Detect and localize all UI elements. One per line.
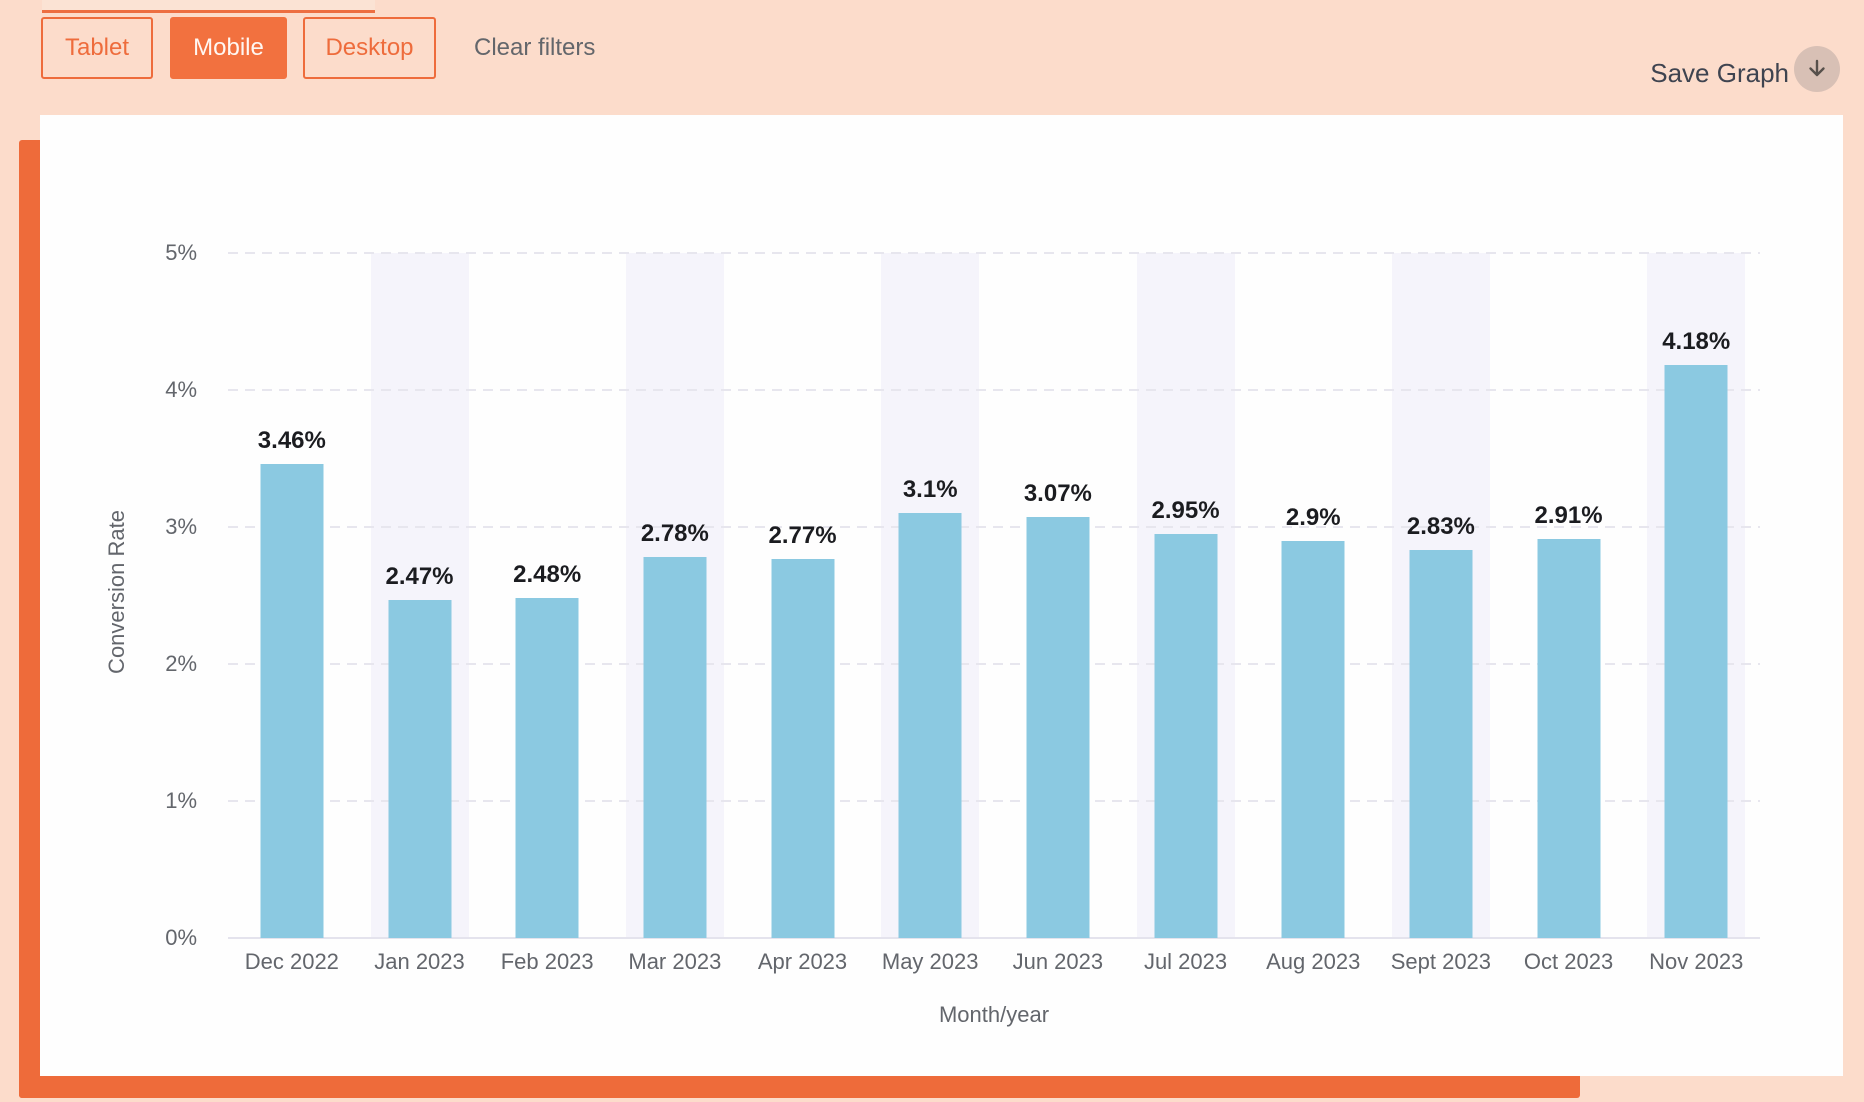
y-axis-tick-label: 0% — [165, 925, 197, 950]
x-tick-label: Aug 2023 — [1266, 949, 1361, 974]
x-tick-label: Feb 2023 — [500, 949, 594, 974]
bar-column: 2.95% Jul 2023 — [1122, 253, 1250, 973]
bar-value-label: 3.07% — [1023, 480, 1092, 508]
bar-columns: 3.46% Dec 2022 2.47% Jan 2023 2.48% Feb 2023 2… — [228, 253, 1760, 973]
gridline — [228, 252, 1760, 254]
x-tick-label: Sept 2023 — [1390, 949, 1492, 974]
bar[interactable] — [1281, 540, 1345, 938]
bar-value-label: 4.18% — [1662, 328, 1731, 356]
bar-value-label: 2.47% — [385, 562, 454, 590]
decorative-frame-bottom — [19, 1076, 1580, 1098]
bar-value-label: 2.78% — [640, 520, 709, 548]
x-tick-label: Mar 2023 — [628, 949, 722, 974]
bar[interactable] — [1664, 365, 1728, 938]
bar-column: 2.9% Aug 2023 — [1249, 253, 1377, 973]
chart-card: 5% 4% 3% 2% 1% 0% Conversion Rate 3.46% D… — [40, 115, 1843, 1076]
gridline — [228, 663, 1760, 665]
bar-column: 3.46% Dec 2022 — [228, 253, 356, 973]
x-tick-label: May 2023 — [881, 949, 979, 974]
bar-column: 3.1% May 2023 — [866, 253, 994, 973]
x-tick-label: Nov 2023 — [1649, 949, 1744, 974]
bar-column: 2.91% Oct 2023 — [1505, 253, 1633, 972]
bar[interactable] — [643, 557, 707, 938]
bar-column: 2.78% Mar 2023 — [611, 253, 739, 973]
bar-value-label: 3.46% — [257, 426, 326, 454]
decorative-frame-left — [19, 140, 41, 1098]
x-axis-line — [228, 937, 1760, 939]
bar-column: 3.07% Jun 2023 — [994, 253, 1122, 972]
bar-value-label: 2.48% — [513, 561, 582, 589]
bar[interactable] — [260, 463, 324, 938]
bar-column: 2.77% Apr 2023 — [739, 253, 867, 973]
bar-value-label: 2.9% — [1285, 503, 1341, 531]
bar-column: 2.83% Sept 2023 — [1377, 253, 1505, 973]
y-axis-tick-label: 3% — [165, 514, 197, 539]
bar-value-label: 2.95% — [1151, 496, 1220, 524]
bar-value-label: 3.1% — [902, 476, 958, 504]
bar-value-label: 2.83% — [1406, 513, 1475, 541]
bar-column: 4.18% Nov 2023 — [1632, 253, 1760, 973]
partial-element-edge — [42, 0, 375, 13]
y-axis-tick-label: 4% — [165, 377, 197, 402]
filter-button-desktop[interactable]: Desktop — [303, 17, 436, 79]
x-tick-label: Jul 2023 — [1143, 949, 1228, 974]
gridline — [228, 800, 1760, 802]
filter-button-mobile[interactable]: Mobile — [170, 17, 287, 79]
gridline — [228, 526, 1760, 528]
plot-area: 3.46% Dec 2022 2.47% Jan 2023 2.48% Feb 2023 2… — [228, 252, 1760, 973]
x-tick-label: Apr 2023 — [757, 949, 848, 974]
filter-button-tablet[interactable]: Tablet — [41, 17, 153, 79]
y-axis-title: Conversion Rate — [104, 510, 129, 674]
x-tick-label: Oct 2023 — [1523, 949, 1614, 974]
bar[interactable] — [1537, 539, 1601, 938]
gridline — [228, 389, 1760, 391]
save-graph-label[interactable]: Save Graph — [1650, 58, 1789, 88]
bar[interactable] — [1026, 517, 1090, 938]
y-axis-tick-label: 1% — [165, 788, 197, 813]
download-arrow-icon — [1805, 57, 1829, 81]
bar[interactable] — [515, 598, 579, 938]
x-tick-label: Dec 2022 — [244, 949, 339, 974]
bar[interactable] — [771, 558, 835, 938]
y-axis-tick-label: 2% — [165, 651, 197, 676]
bar[interactable] — [1409, 550, 1473, 938]
bar-value-label: 2.77% — [768, 521, 837, 549]
bar[interactable] — [1154, 533, 1218, 938]
x-tick-label: Jan 2023 — [374, 949, 465, 974]
bar[interactable] — [898, 513, 962, 938]
save-graph-button[interactable] — [1794, 46, 1840, 92]
bar-column: 2.48% Feb 2023 — [483, 253, 611, 972]
x-tick-label: Jun 2023 — [1012, 949, 1104, 974]
bar-value-label: 2.91% — [1534, 502, 1603, 530]
bar-column: 2.47% Jan 2023 — [356, 253, 484, 973]
y-axis-tick-label: 5% — [165, 240, 197, 265]
x-axis-title: Month/year — [938, 1002, 1050, 1027]
bar[interactable] — [388, 599, 451, 938]
clear-filters-button[interactable]: Clear filters — [474, 17, 595, 79]
